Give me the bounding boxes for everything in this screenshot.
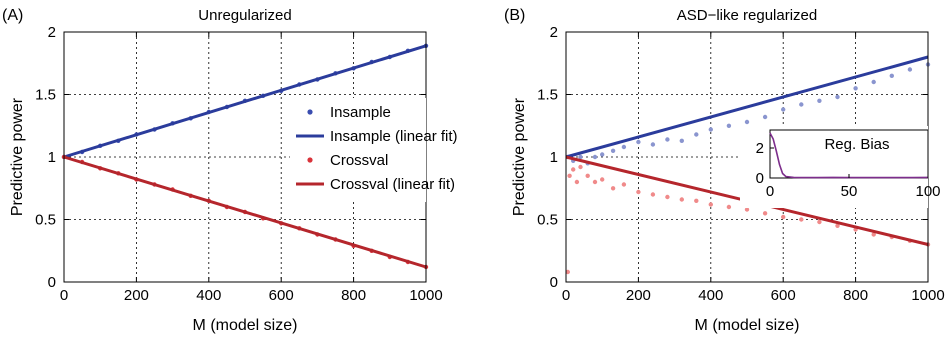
panel-b-series-crossval-point [708, 202, 713, 207]
panel-b-xlabel: M (model size) [695, 317, 800, 334]
panel-b-series-crossval-point [744, 207, 750, 212]
panel-a-xtick-label: 600 [269, 287, 294, 304]
panel-a-xtick-label: 200 [124, 287, 149, 304]
panel-a-series-crossval-linear-fit-line [63, 155, 427, 269]
panel-b-title: ASD−like regularized [677, 7, 818, 24]
panel-b-xtick-label: 1000 [911, 287, 944, 304]
panel-b-series-insample-point [817, 98, 822, 104]
legend-label: Crossval [330, 152, 388, 169]
legend-point-swatch [307, 109, 313, 115]
inset-ytick-label: 0 [756, 170, 764, 187]
panel-a-ytick-label: 0.5 [35, 212, 56, 229]
panel-b-series-crossval-point [610, 186, 616, 191]
panel-b-xtick-label: 200 [626, 287, 651, 304]
panel-b-series-insample-point [636, 139, 641, 145]
panel-a-panel-label: (A) [2, 7, 23, 24]
panel-b-series-crossval-point [871, 232, 876, 237]
panel-b-series-insample-point [799, 102, 804, 107]
panel-b-series-crossval-point [665, 194, 670, 200]
panel-a-series-insample-linear-fit-line [63, 44, 427, 159]
panel-a-xtick-label: 0 [60, 287, 68, 304]
panel-b-series-crossval-point [636, 189, 641, 195]
panel-b-series-crossval-point [726, 204, 732, 210]
panel-b-series-crossval-point [762, 211, 768, 216]
panel-b-series-crossval-point [621, 182, 627, 187]
panel-b-series-insample-point [600, 152, 605, 157]
panel-b-series-crossval-point [781, 214, 786, 220]
panel-b-series-crossval-point [578, 164, 583, 170]
inset-ytick-label: 2 [756, 140, 764, 157]
panel-a-title: Unregularized [198, 7, 291, 24]
panel-a-ytick-label: 2 [48, 24, 56, 41]
legend-label: Insample (linear fit) [330, 128, 458, 145]
panel-b-series-crossval-point [835, 223, 840, 228]
panel-a-xtick-label: 1000 [409, 287, 442, 304]
panel-b-series-insample-point [889, 73, 894, 79]
panel-b-series-crossval-point [567, 173, 572, 178]
panel-b-series-crossval-point [592, 179, 598, 185]
panel-b-series-crossval-point [574, 179, 580, 185]
panel-b-series-insample-point [694, 132, 699, 137]
panel-b-series-insample-point [610, 148, 616, 153]
panel-a-ytick-label: 1.5 [35, 87, 56, 104]
panel-b-xtick-label: 400 [698, 287, 723, 304]
panel-b-series-crossval-point [585, 173, 590, 178]
panel-b-series-crossval-point [817, 219, 822, 225]
panel-b-xtick-label: 800 [843, 287, 868, 304]
panel-a-xtick-label: 400 [196, 287, 221, 304]
panel-b-series-insample-point [762, 114, 768, 120]
panel-b-series-insample-point [835, 94, 840, 100]
legend-point-swatch [307, 157, 313, 163]
inset-xtick-label: 100 [915, 183, 940, 200]
panel-a-xlabel: M (model size) [193, 317, 298, 334]
panel-b-series-insample-point [665, 137, 670, 142]
panel-b-ytick-label: 1.5 [537, 87, 558, 104]
inset-xtick-label: 50 [841, 183, 858, 200]
panel-b-ytick-label: 2 [550, 24, 558, 41]
panel-b-xtick-label: 0 [562, 287, 570, 304]
inset-frame [769, 129, 929, 179]
panel-b-ylabel: Predictive power [511, 97, 528, 216]
panel-b-series-insample-point [592, 154, 598, 160]
panel-b-series-crossval-point [799, 217, 804, 222]
legend-label: Crossval (linear fit) [330, 176, 455, 193]
panel-b-series-insample-point [853, 86, 858, 91]
panel-b-xtick-label: 600 [771, 287, 796, 304]
panel-b-series-insample-point [679, 138, 684, 143]
panel-b-ytick-label: 1 [550, 149, 558, 166]
legend-label: Insample [330, 104, 391, 121]
panel-b-series-crossval-point [650, 192, 656, 197]
panel-a-ytick-label: 1 [48, 149, 56, 166]
panel-b-series-crossval-point [565, 269, 570, 275]
panel-b-series-crossval-point [571, 167, 576, 172]
panel-b-series-insample-point [781, 107, 786, 112]
panel-a-ytick-label: 0 [48, 274, 56, 291]
panel-b-series-insample-linear-fit-line [565, 55, 929, 159]
panel-b-series-insample-point [578, 154, 583, 160]
inset-title: Reg. Bias [824, 136, 889, 153]
panel-b-series-insample-point [907, 67, 913, 72]
panel-b-panel-label: (B) [504, 7, 525, 24]
panel-b-ytick-label: 0.5 [537, 212, 558, 229]
panel-b-series-insample-point [744, 119, 750, 125]
panel-b-series-crossval-point [600, 177, 605, 182]
panel-a-xtick-label: 800 [341, 287, 366, 304]
panel-b-series-crossval-point [679, 197, 684, 202]
panel-b-series-insample-point [650, 142, 656, 147]
panel-a-ylabel: Predictive power [9, 97, 26, 216]
inset-reg-bias-line [769, 132, 929, 179]
panel-b-series-insample-point [871, 79, 876, 85]
panel-b-series-crossval-point [694, 198, 699, 203]
panel-b-series-insample-point [621, 144, 627, 150]
panel-b-ytick-label: 0 [550, 274, 558, 291]
panel-b-series-insample-point [726, 123, 732, 128]
inset-xtick-label: 0 [766, 183, 774, 200]
panel-b-series-insample-point [708, 127, 713, 132]
